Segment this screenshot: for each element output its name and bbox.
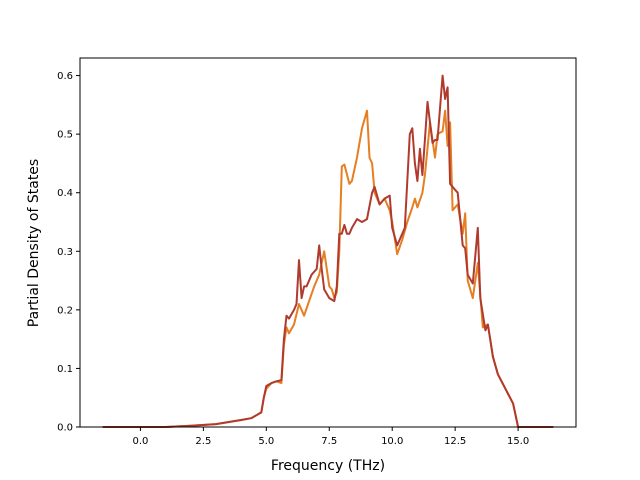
series-layer <box>102 74 554 428</box>
axes-layer <box>79 57 577 428</box>
y-tick-label: 0.0 <box>57 423 73 434</box>
x-tick-label: 10.0 <box>381 436 403 447</box>
y-tick-label: 0.1 <box>57 364 73 375</box>
series-line-1 <box>102 109 554 428</box>
x-tick-label: 15.0 <box>507 436 529 447</box>
x-tick-label: 5.0 <box>258 436 274 447</box>
y-tick-label: 0.5 <box>57 130 73 141</box>
x-tick-label: 2.5 <box>195 436 211 447</box>
x-axis-ticks: 0.0 2.5 5.0 7.5 10.0 12.5 15.0 <box>132 427 529 447</box>
y-axis-ticks: 0.0 0.1 0.2 0.3 0.4 0.5 0.6 <box>57 71 80 434</box>
y-tick-label: 0.6 <box>57 71 73 82</box>
y-tick-label: 0.2 <box>57 305 73 316</box>
y-axis-label: Partial Density of States <box>26 159 42 327</box>
series-line-2 <box>102 74 554 428</box>
axes-frame <box>79 57 577 428</box>
x-axis-label: Frequency (THz) <box>271 458 385 474</box>
y-tick-label: 0.4 <box>57 188 73 199</box>
x-tick-label: 7.5 <box>321 436 337 447</box>
y-tick-label: 0.3 <box>57 247 73 258</box>
x-tick-label: 0.0 <box>132 436 148 447</box>
x-tick-label: 12.5 <box>444 436 466 447</box>
